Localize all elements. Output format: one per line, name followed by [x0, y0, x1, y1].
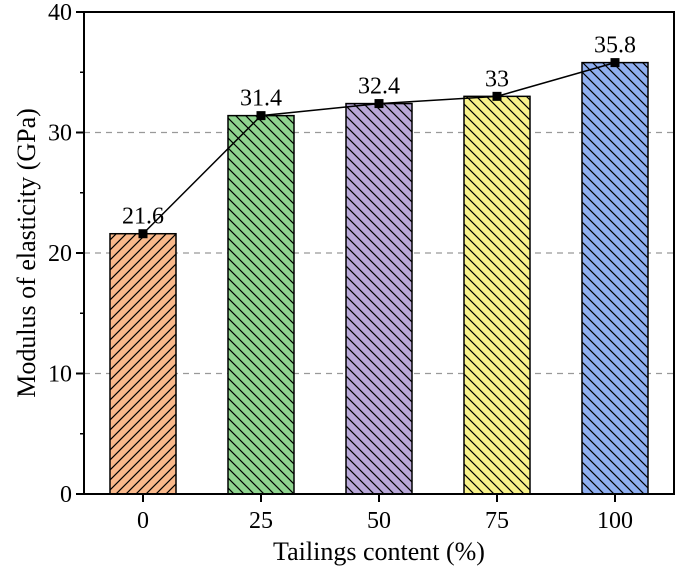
- x-axis-title: Tailings content (%): [273, 537, 485, 566]
- bar-75: [463, 95, 531, 495]
- x-tick-label: 75: [485, 508, 509, 534]
- bars: [109, 61, 649, 495]
- trend-point: [374, 99, 384, 109]
- trend-point: [138, 229, 148, 239]
- x-axis: 0 25 50 75 100: [137, 494, 633, 534]
- y-tick-label: 10: [48, 362, 72, 388]
- y-tick-label: 30: [48, 121, 72, 147]
- data-label: 21.6: [122, 204, 164, 230]
- bar-50: [345, 102, 413, 495]
- bar-25: [227, 114, 295, 495]
- data-label: 33: [485, 66, 509, 92]
- y-tick-label: 0: [60, 482, 72, 508]
- data-label: 35.8: [594, 33, 636, 59]
- y-axis: 0 10 20 30 40: [48, 0, 84, 508]
- y-tick-label: 20: [48, 241, 72, 267]
- y-tick-label: 40: [48, 0, 72, 26]
- bar-100: [581, 61, 649, 495]
- y-axis-title: Modulus of elasticity (GPa): [12, 108, 41, 398]
- data-labels: 21.6 31.4 32.4 33 35.8: [122, 33, 636, 230]
- x-tick-label: 0: [137, 508, 149, 534]
- data-label: 31.4: [240, 86, 282, 112]
- x-tick-label: 25: [249, 508, 273, 534]
- trend-point: [256, 111, 266, 121]
- trend-point: [610, 58, 620, 68]
- data-label: 32.4: [358, 74, 400, 100]
- bar-0: [109, 232, 177, 495]
- x-tick-label: 100: [597, 508, 633, 534]
- trend-point: [492, 91, 502, 101]
- trend-line: [138, 58, 620, 239]
- x-tick-label: 50: [367, 508, 391, 534]
